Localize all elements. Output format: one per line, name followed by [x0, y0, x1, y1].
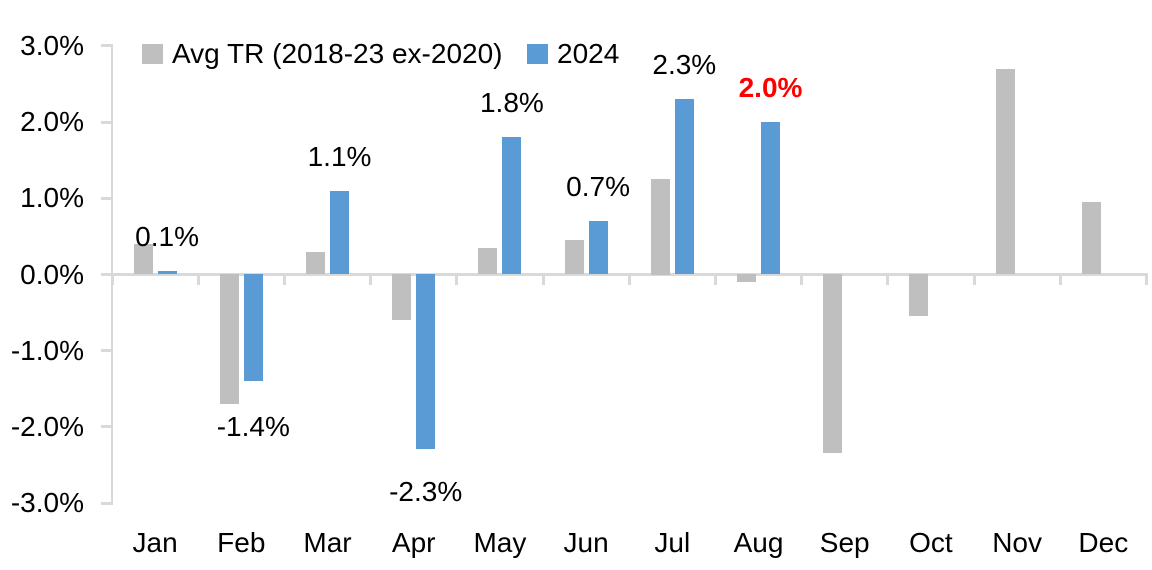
bar-2024-jan [157, 270, 177, 275]
x-axis-tick [1058, 276, 1062, 285]
x-axis-label-dec: Dec [1078, 527, 1129, 558]
data-label-may-2024: 1.8% [479, 87, 544, 119]
x-axis-label-jan: Jan [132, 527, 178, 558]
y-axis-tick [101, 425, 113, 429]
bar-2024-apr [416, 274, 436, 450]
bar-avg-tr-apr [392, 274, 412, 320]
data-label-jul-2024: 2.3% [652, 49, 717, 81]
bar-avg-tr-sep [823, 274, 843, 454]
x-axis-label-feb: Feb [217, 527, 266, 558]
bar-2024-aug [761, 122, 780, 275]
x-axis-tick [282, 276, 286, 285]
bar-avg-tr-jul [650, 179, 670, 275]
y-axis-label: -1.0% [10, 334, 84, 366]
bar-avg-tr-oct [909, 274, 929, 316]
data-label-mar-2024: 1.1% [307, 140, 372, 172]
y-axis-label: -3.0% [10, 487, 84, 519]
x-axis-tick [541, 276, 545, 285]
bar-avg-tr-mar [306, 251, 325, 275]
bar-2024-feb [243, 274, 263, 381]
y-axis-tick [101, 44, 113, 48]
bar-avg-tr-may [478, 247, 498, 275]
legend-swatch-2024 [527, 44, 548, 64]
x-axis-label-jun: Jun [563, 527, 609, 558]
x-axis-tick [627, 276, 631, 285]
y-axis-tick [101, 349, 113, 353]
legend-label-avg-tr: Avg TR (2018-23 ex-2020) [172, 38, 503, 69]
data-label-feb-2024: -1.4% [216, 411, 290, 442]
legend-swatch-avg-tr [142, 44, 163, 64]
legend-item-avg-tr: Avg TR (2018-23 ex-2020) [142, 40, 503, 68]
x-axis-tick [1144, 276, 1148, 285]
x-axis-tick [972, 276, 976, 285]
x-axis-tick [110, 276, 114, 285]
x-axis-label-aug: Aug [733, 527, 784, 558]
bar-avg-tr-jan [133, 244, 153, 275]
data-label-jan-2024: 0.1% [135, 220, 200, 252]
y-axis-tick [101, 501, 113, 505]
x-axis-label-sep: Sep [819, 527, 870, 558]
bar-avg-tr-nov [995, 68, 1015, 275]
x-axis-tick [886, 276, 890, 285]
data-label-jun-2024: 0.7% [566, 171, 631, 203]
data-label-apr-2024: -2.3% [389, 476, 463, 507]
x-axis-label-jul: Jul [654, 527, 691, 558]
x-axis-label-may: May [473, 527, 527, 558]
legend-label-2024: 2024 [557, 38, 620, 69]
bar-avg-tr-jun [564, 240, 584, 275]
bar-avg-tr-feb [219, 274, 239, 404]
x-axis-tick [713, 276, 717, 285]
x-axis-tick [369, 276, 373, 285]
bar-2024-may [502, 137, 522, 275]
data-label-aug-2024: 2.0% [738, 72, 803, 104]
x-axis-label-apr: Apr [391, 527, 436, 558]
x-axis-tick [455, 276, 459, 285]
chart-legend: Avg TR (2018-23 ex-2020) 2024 [0, 40, 1152, 68]
bar-2024-jun [588, 221, 608, 275]
y-axis-label: -2.0% [10, 410, 84, 442]
x-axis-label-oct: Oct [909, 527, 953, 558]
y-axis-tick [101, 120, 113, 124]
bar-2024-jul [674, 99, 694, 275]
bar-avg-tr-dec [1081, 202, 1101, 275]
bar-2024-mar [330, 190, 349, 275]
legend-item-2024: 2024 [527, 40, 619, 68]
y-axis-tick [101, 273, 113, 276]
y-axis-label: 1.0% [20, 182, 84, 214]
y-axis-label: 3.0% [20, 29, 84, 61]
x-axis-tick [196, 276, 200, 285]
x-axis-tick [800, 276, 804, 285]
y-axis-label: 0.0% [20, 258, 84, 290]
x-axis-label-mar: Mar [303, 527, 352, 558]
x-axis-label-nov: Nov [992, 527, 1042, 558]
x-axis-line [101, 273, 1148, 276]
y-axis-tick [101, 196, 113, 200]
bar-avg-tr-aug [737, 274, 756, 282]
y-axis-label: 2.0% [20, 106, 84, 138]
